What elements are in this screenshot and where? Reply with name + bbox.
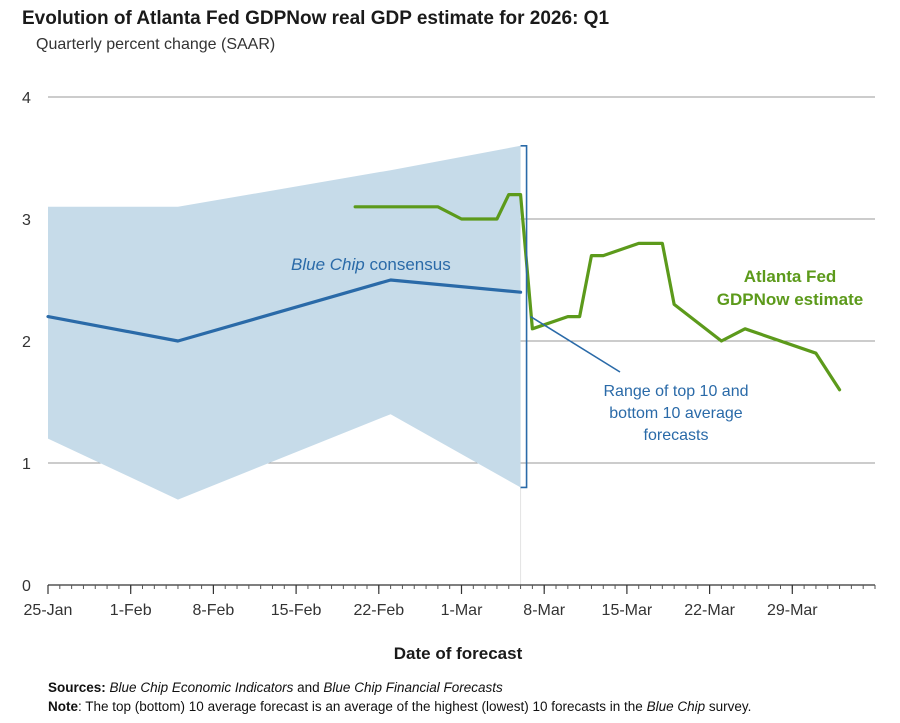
annotation-layer: Blue Chip consensus Atlanta Fed GDPNow est… <box>291 145 863 489</box>
blue-chip-label: Blue Chip consensus <box>291 255 451 274</box>
sources-text-3: Blue Chip Financial Forecasts <box>323 680 503 695</box>
y-tick-label: 3 <box>22 212 31 229</box>
y-tick-label: 4 <box>22 90 31 107</box>
x-tick-label: 1-Mar <box>441 602 483 619</box>
x-tick-label: 22-Feb <box>353 602 404 619</box>
note-label: Note <box>48 699 78 714</box>
range-label-line: bottom 10 average <box>609 405 743 422</box>
note-text-3: survey. <box>705 699 752 714</box>
note-line: Note: The top (bottom) 10 average foreca… <box>48 697 751 716</box>
axes-layer: 0 1 2 3 4 25-Jan 1-Feb 8-Feb 15-Feb 22-Feb 1-Mar 8-… <box>22 90 876 663</box>
y-tick-label: 1 <box>22 456 31 473</box>
note-text-2: Blue Chip <box>646 699 706 714</box>
sources-text-1: Blue Chip Economic Indicators <box>109 680 294 695</box>
x-tick-label: 8-Mar <box>523 602 565 619</box>
sources-text-2: and <box>293 680 324 695</box>
x-axis-label: Date of forecast <box>394 644 523 663</box>
note-text-1: : The top (bottom) 10 average forecast i… <box>78 699 647 714</box>
gdpnow-label-line2: GDPNow estimate <box>717 290 863 309</box>
chart-subtitle: Quarterly percent change (SAAR) <box>36 36 276 53</box>
x-tick-label: 8-Feb <box>193 602 235 619</box>
range-band <box>48 145 521 500</box>
chart-title: Evolution of Atlanta Fed GDPNow real GDP… <box>22 8 610 29</box>
sources-label: Sources: <box>48 680 106 695</box>
x-tick-label: 15-Mar <box>602 602 653 619</box>
range-bracket <box>520 145 528 489</box>
x-tick-label: 25-Jan <box>24 602 73 619</box>
blue-chip-label-italic: Blue Chip <box>291 255 365 274</box>
series-layer <box>46 193 842 392</box>
range-leader-line <box>530 315 621 373</box>
x-tick-label: 22-Mar <box>684 602 735 619</box>
x-tick-label: 1-Feb <box>110 602 152 619</box>
blue-chip-label-rest: consensus <box>365 255 451 274</box>
y-tick-label: 2 <box>22 334 31 351</box>
gdpnow-line <box>353 193 842 392</box>
range-label-line: Range of top 10 and <box>603 383 748 400</box>
blue-chip-line <box>46 278 523 343</box>
gdpnow-label-line1: Atlanta Fed <box>744 267 837 286</box>
x-tick-label: 29-Mar <box>767 602 818 619</box>
range-band-layer <box>48 145 522 585</box>
x-tick-label: 15-Feb <box>271 602 322 619</box>
range-label-line: forecasts <box>644 427 709 444</box>
sources-line: Sources: Blue Chip Economic Indicators a… <box>48 678 751 697</box>
chart-notes: Sources: Blue Chip Economic Indicators a… <box>48 678 751 716</box>
y-tick-label: 0 <box>22 578 31 595</box>
